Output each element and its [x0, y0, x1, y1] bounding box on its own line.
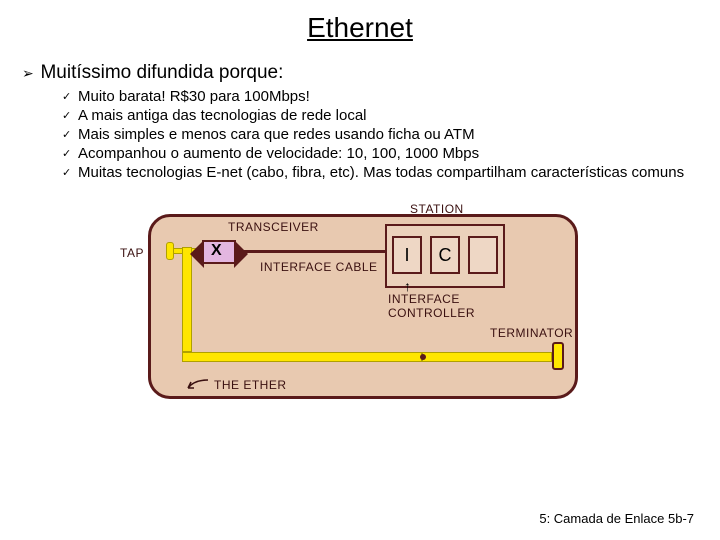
label-station: STATION: [410, 202, 464, 216]
transceiver-x-icon: X: [211, 242, 222, 260]
label-interface: INTERFACE: [388, 292, 460, 306]
terminator-box: [552, 342, 564, 370]
list-item: ✓ A mais antiga das tecnologias de rede …: [62, 107, 720, 125]
list-item: ✓ Acompanhou o aumento de velocidade: 10…: [62, 145, 720, 163]
station-extra-box: [468, 236, 498, 274]
sub-bullet-list: ✓ Muito barata! R$30 para 100Mbps! ✓ A m…: [62, 88, 720, 182]
interface-cable-line: [238, 250, 386, 253]
check-icon: ✓: [62, 164, 78, 182]
sub-text: Muito barata! R$30 para 100Mbps!: [78, 88, 310, 106]
ether-horizontal-left: [182, 352, 422, 362]
check-icon: ✓: [62, 145, 78, 163]
controller-box: C: [430, 236, 460, 274]
ether-horizontal-right: [422, 352, 552, 362]
sub-text: Mais simples e menos cara que redes usan…: [78, 126, 475, 144]
check-icon: ✓: [62, 126, 78, 144]
interface-box: I: [392, 236, 422, 274]
slide-footer: 5: Camada de Enlace 5b-7: [539, 511, 694, 526]
main-bullet-text: Muitíssimo difundida porque:: [40, 62, 283, 84]
list-item: ✓ Mais simples e menos cara que redes us…: [62, 126, 720, 144]
label-tap: TAP: [120, 246, 144, 260]
sub-text: A mais antiga das tecnologias de rede lo…: [78, 107, 367, 125]
list-item: ✓ Muitas tecnologias E-net (cabo, fibra,…: [62, 164, 720, 182]
arrow-icon: ➢: [22, 62, 36, 84]
sub-text: Acompanhou o aumento de velocidade: 10, …: [78, 145, 479, 163]
list-item: ✓ Muito barata! R$30 para 100Mbps!: [62, 88, 720, 106]
label-controller: CONTROLLER: [388, 306, 475, 320]
label-interface-cable: INTERFACE CABLE: [260, 260, 378, 274]
page-title: Ethernet: [0, 0, 720, 54]
ethernet-diagram: X I C ↑ TAP TRANSCEIVER STATION INTERFAC…: [120, 202, 600, 432]
sub-text: Muitas tecnologias E-net (cabo, fibra, e…: [78, 164, 684, 182]
label-transceiver: TRANSCEIVER: [228, 220, 319, 234]
check-icon: ✓: [62, 107, 78, 125]
label-ether: THE ETHER: [214, 378, 287, 392]
check-icon: ✓: [62, 88, 78, 106]
ether-arrow-icon: [184, 378, 210, 392]
label-terminator: TERMINATOR: [490, 326, 573, 340]
ether-joint-dot: [420, 354, 426, 360]
tap-cap: [166, 242, 174, 260]
main-bullet: ➢ Muitíssimo difundida porque:: [22, 62, 720, 84]
